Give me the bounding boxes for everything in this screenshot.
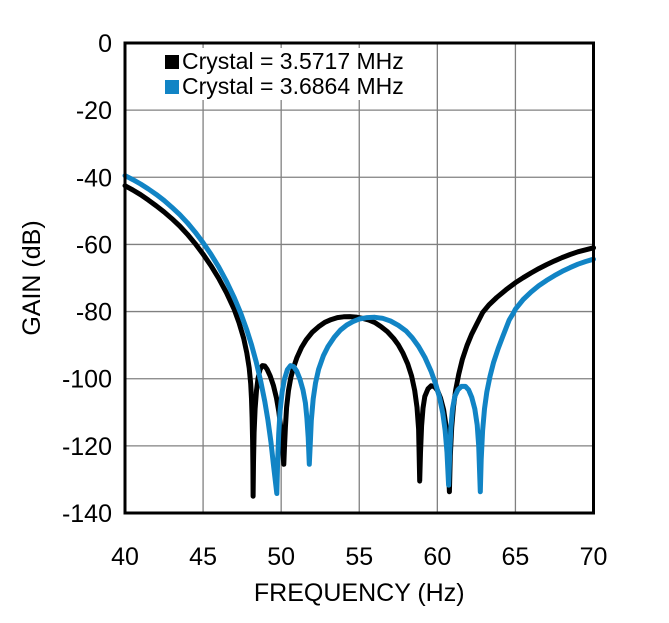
y-tick-label--80: -80 — [76, 299, 112, 327]
legend-square-marker-black — [165, 54, 179, 69]
plot-border — [123, 41, 595, 515]
y-tick-label--60: -60 — [76, 231, 112, 259]
legend: Crystal = 3.5717 MHz Crystal = 3.6864 MH… — [163, 48, 408, 100]
y-tick-label--20: -20 — [76, 97, 112, 125]
series-curve-1 — [122, 173, 596, 496]
legend-label: Crystal = 3.5717 MHz — [182, 48, 404, 74]
y-tick-label--40: -40 — [76, 164, 112, 192]
legend-square-marker-blue — [165, 79, 179, 94]
y-tick-label--120: -120 — [62, 433, 112, 461]
x-tick-label-70: 70 — [580, 543, 608, 571]
y-tick-label-0: 0 — [98, 30, 112, 58]
y-axis-title: GAIN (dB) — [18, 220, 46, 335]
legend-label: Crystal = 3.6864 MHz — [182, 73, 404, 99]
x-tick-label-55: 55 — [345, 543, 373, 571]
y-tick-label--100: -100 — [62, 366, 112, 394]
y-tick-label--140: -140 — [62, 500, 112, 528]
legend-row-crystal-3-5717: Crystal = 3.5717 MHz — [165, 49, 404, 74]
legend-row-crystal-3-6864: Crystal = 3.6864 MHz — [165, 74, 404, 99]
x-tick-label-65: 65 — [502, 543, 530, 571]
series-curve-0 — [122, 183, 596, 499]
x-tick-label-50: 50 — [267, 543, 295, 571]
x-tick-label-60: 60 — [423, 543, 451, 571]
x-tick-label-40: 40 — [111, 543, 139, 571]
x-tick-label-45: 45 — [189, 543, 217, 571]
x-axis-title: FREQUENCY (Hz) — [254, 579, 465, 607]
